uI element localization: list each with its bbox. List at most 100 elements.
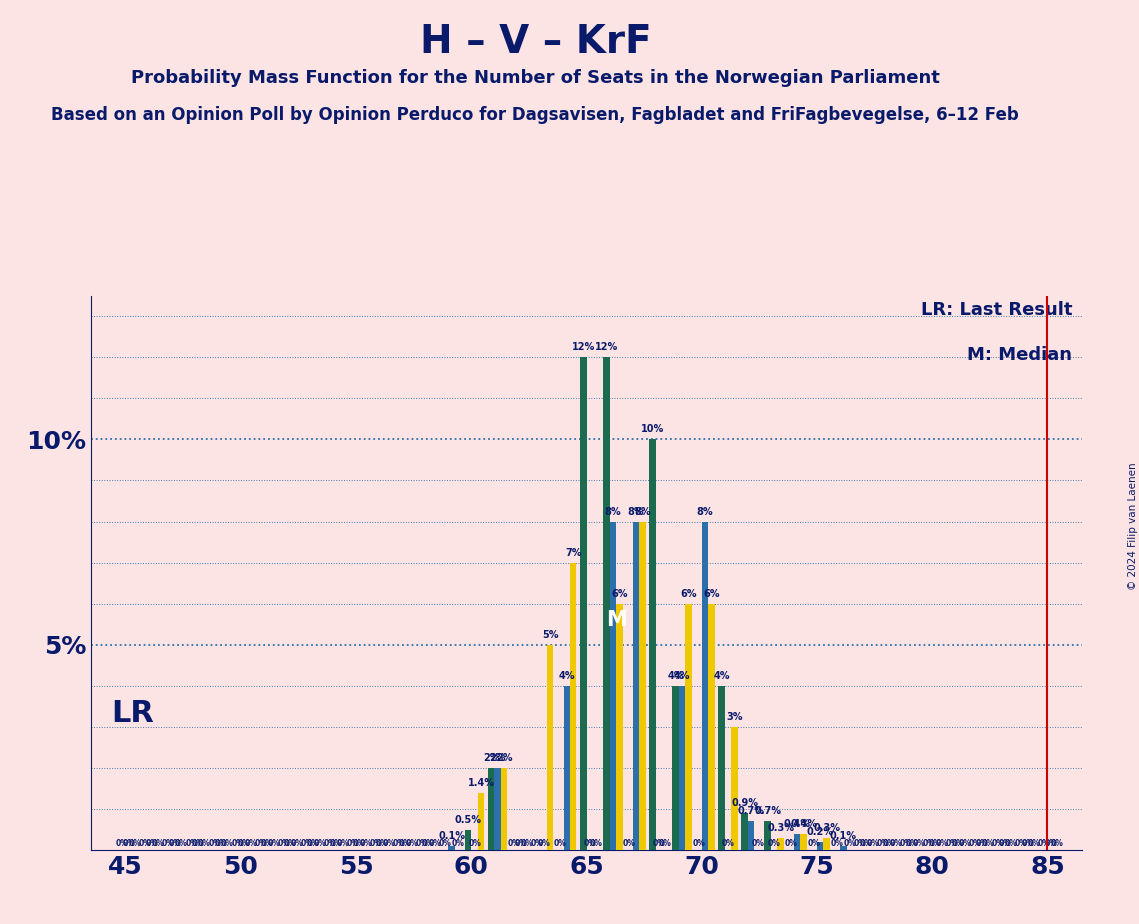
Text: 0.1%: 0.1%	[439, 831, 465, 841]
Text: 0.4%: 0.4%	[784, 819, 811, 829]
Text: 0%: 0%	[405, 839, 418, 848]
Text: 0%: 0%	[900, 839, 912, 848]
Text: 0%: 0%	[290, 839, 303, 848]
Text: 0%: 0%	[1022, 839, 1034, 848]
Bar	[764, 821, 771, 850]
Bar	[465, 830, 472, 850]
Bar	[501, 768, 507, 850]
Bar	[580, 358, 587, 850]
Text: 0%: 0%	[221, 839, 233, 848]
Text: 3%: 3%	[727, 712, 743, 722]
Bar	[649, 440, 656, 850]
Text: 0%: 0%	[659, 839, 672, 848]
Text: 0%: 0%	[590, 839, 603, 848]
Text: 0%: 0%	[538, 839, 550, 848]
Text: 0%: 0%	[912, 839, 925, 848]
Text: 0%: 0%	[231, 839, 244, 848]
Bar	[778, 838, 784, 850]
Text: 10%: 10%	[641, 424, 664, 434]
Text: 0%: 0%	[945, 839, 959, 848]
Text: 0%: 0%	[277, 839, 290, 848]
Text: H – V – KrF: H – V – KrF	[419, 23, 652, 61]
Text: 0%: 0%	[383, 839, 395, 848]
Text: 0%: 0%	[935, 839, 949, 848]
Text: 8%: 8%	[634, 506, 650, 517]
Text: 12%: 12%	[595, 343, 618, 352]
Text: 0%: 0%	[416, 839, 428, 848]
Text: 0%: 0%	[554, 839, 567, 848]
Text: 0.3%: 0.3%	[768, 823, 794, 833]
Text: 2%: 2%	[495, 753, 513, 763]
Text: 4%: 4%	[713, 671, 730, 681]
Bar	[841, 846, 846, 850]
Text: 0%: 0%	[175, 839, 188, 848]
Text: 0%: 0%	[369, 839, 383, 848]
Text: 0%: 0%	[360, 839, 372, 848]
Text: 0%: 0%	[254, 839, 268, 848]
Text: 4%: 4%	[667, 671, 683, 681]
Text: 0.7%: 0.7%	[738, 807, 764, 817]
Text: 0%: 0%	[313, 839, 326, 848]
Text: 0%: 0%	[843, 839, 857, 848]
Text: 0%: 0%	[751, 839, 764, 848]
Text: 0%: 0%	[123, 839, 136, 848]
Text: 0%: 0%	[929, 839, 942, 848]
Text: 0%: 0%	[116, 839, 129, 848]
Text: 0%: 0%	[353, 839, 366, 848]
Text: 0%: 0%	[399, 839, 412, 848]
Text: 0%: 0%	[514, 839, 527, 848]
Text: 0%: 0%	[785, 839, 797, 848]
Text: 0%: 0%	[301, 839, 313, 848]
Text: 0.4%: 0.4%	[790, 819, 817, 829]
Text: 0%: 0%	[830, 839, 843, 848]
Text: 0%: 0%	[451, 839, 465, 848]
Text: 0%: 0%	[428, 839, 442, 848]
Text: 0.3%: 0.3%	[813, 823, 841, 833]
Text: 0%: 0%	[198, 839, 211, 848]
Text: 6%: 6%	[703, 589, 720, 599]
Text: 0%: 0%	[982, 839, 994, 848]
Text: 0%: 0%	[306, 839, 320, 848]
Text: 0%: 0%	[129, 839, 141, 848]
Bar	[731, 727, 738, 850]
Text: 0%: 0%	[214, 839, 228, 848]
Text: 8%: 8%	[628, 506, 645, 517]
Bar	[741, 813, 748, 850]
Text: 0%: 0%	[521, 839, 533, 848]
Bar	[801, 833, 806, 850]
Text: Based on an Opinion Poll by Opinion Perduco for Dagsavisen, Fagbladet and FriFag: Based on an Opinion Poll by Opinion Perd…	[51, 106, 1019, 124]
Text: 0%: 0%	[336, 839, 350, 848]
Text: 0%: 0%	[968, 839, 982, 848]
Text: 0%: 0%	[1038, 839, 1050, 848]
Text: 0%: 0%	[423, 839, 435, 848]
Text: 0.2%: 0.2%	[806, 827, 834, 837]
Text: 0%: 0%	[346, 839, 359, 848]
Text: 0%: 0%	[284, 839, 296, 848]
Text: 8%: 8%	[605, 506, 621, 517]
Text: 0.1%: 0.1%	[830, 831, 857, 841]
Text: 0%: 0%	[906, 839, 919, 848]
Text: 7%: 7%	[565, 548, 582, 558]
Bar	[609, 521, 616, 850]
Bar	[702, 521, 708, 850]
Text: 0%: 0%	[992, 839, 1005, 848]
Text: 2%: 2%	[490, 753, 506, 763]
Text: 4%: 4%	[558, 671, 575, 681]
Text: 8%: 8%	[697, 506, 713, 517]
Text: 0%: 0%	[867, 839, 879, 848]
Text: 0%: 0%	[890, 839, 902, 848]
Text: Probability Mass Function for the Number of Seats in the Norwegian Parliament: Probability Mass Function for the Number…	[131, 69, 940, 87]
Text: 4%: 4%	[674, 671, 690, 681]
Text: 0%: 0%	[208, 839, 221, 848]
Text: 12%: 12%	[572, 343, 595, 352]
Text: 0%: 0%	[860, 839, 872, 848]
Text: 0%: 0%	[191, 839, 205, 848]
Text: 0%: 0%	[1050, 839, 1064, 848]
Text: 0%: 0%	[151, 839, 165, 848]
Bar	[639, 521, 646, 850]
Text: 0%: 0%	[998, 839, 1011, 848]
Text: 0%: 0%	[139, 839, 151, 848]
Text: 0%: 0%	[508, 839, 521, 848]
Bar	[604, 358, 609, 850]
Text: 0%: 0%	[1044, 839, 1057, 848]
